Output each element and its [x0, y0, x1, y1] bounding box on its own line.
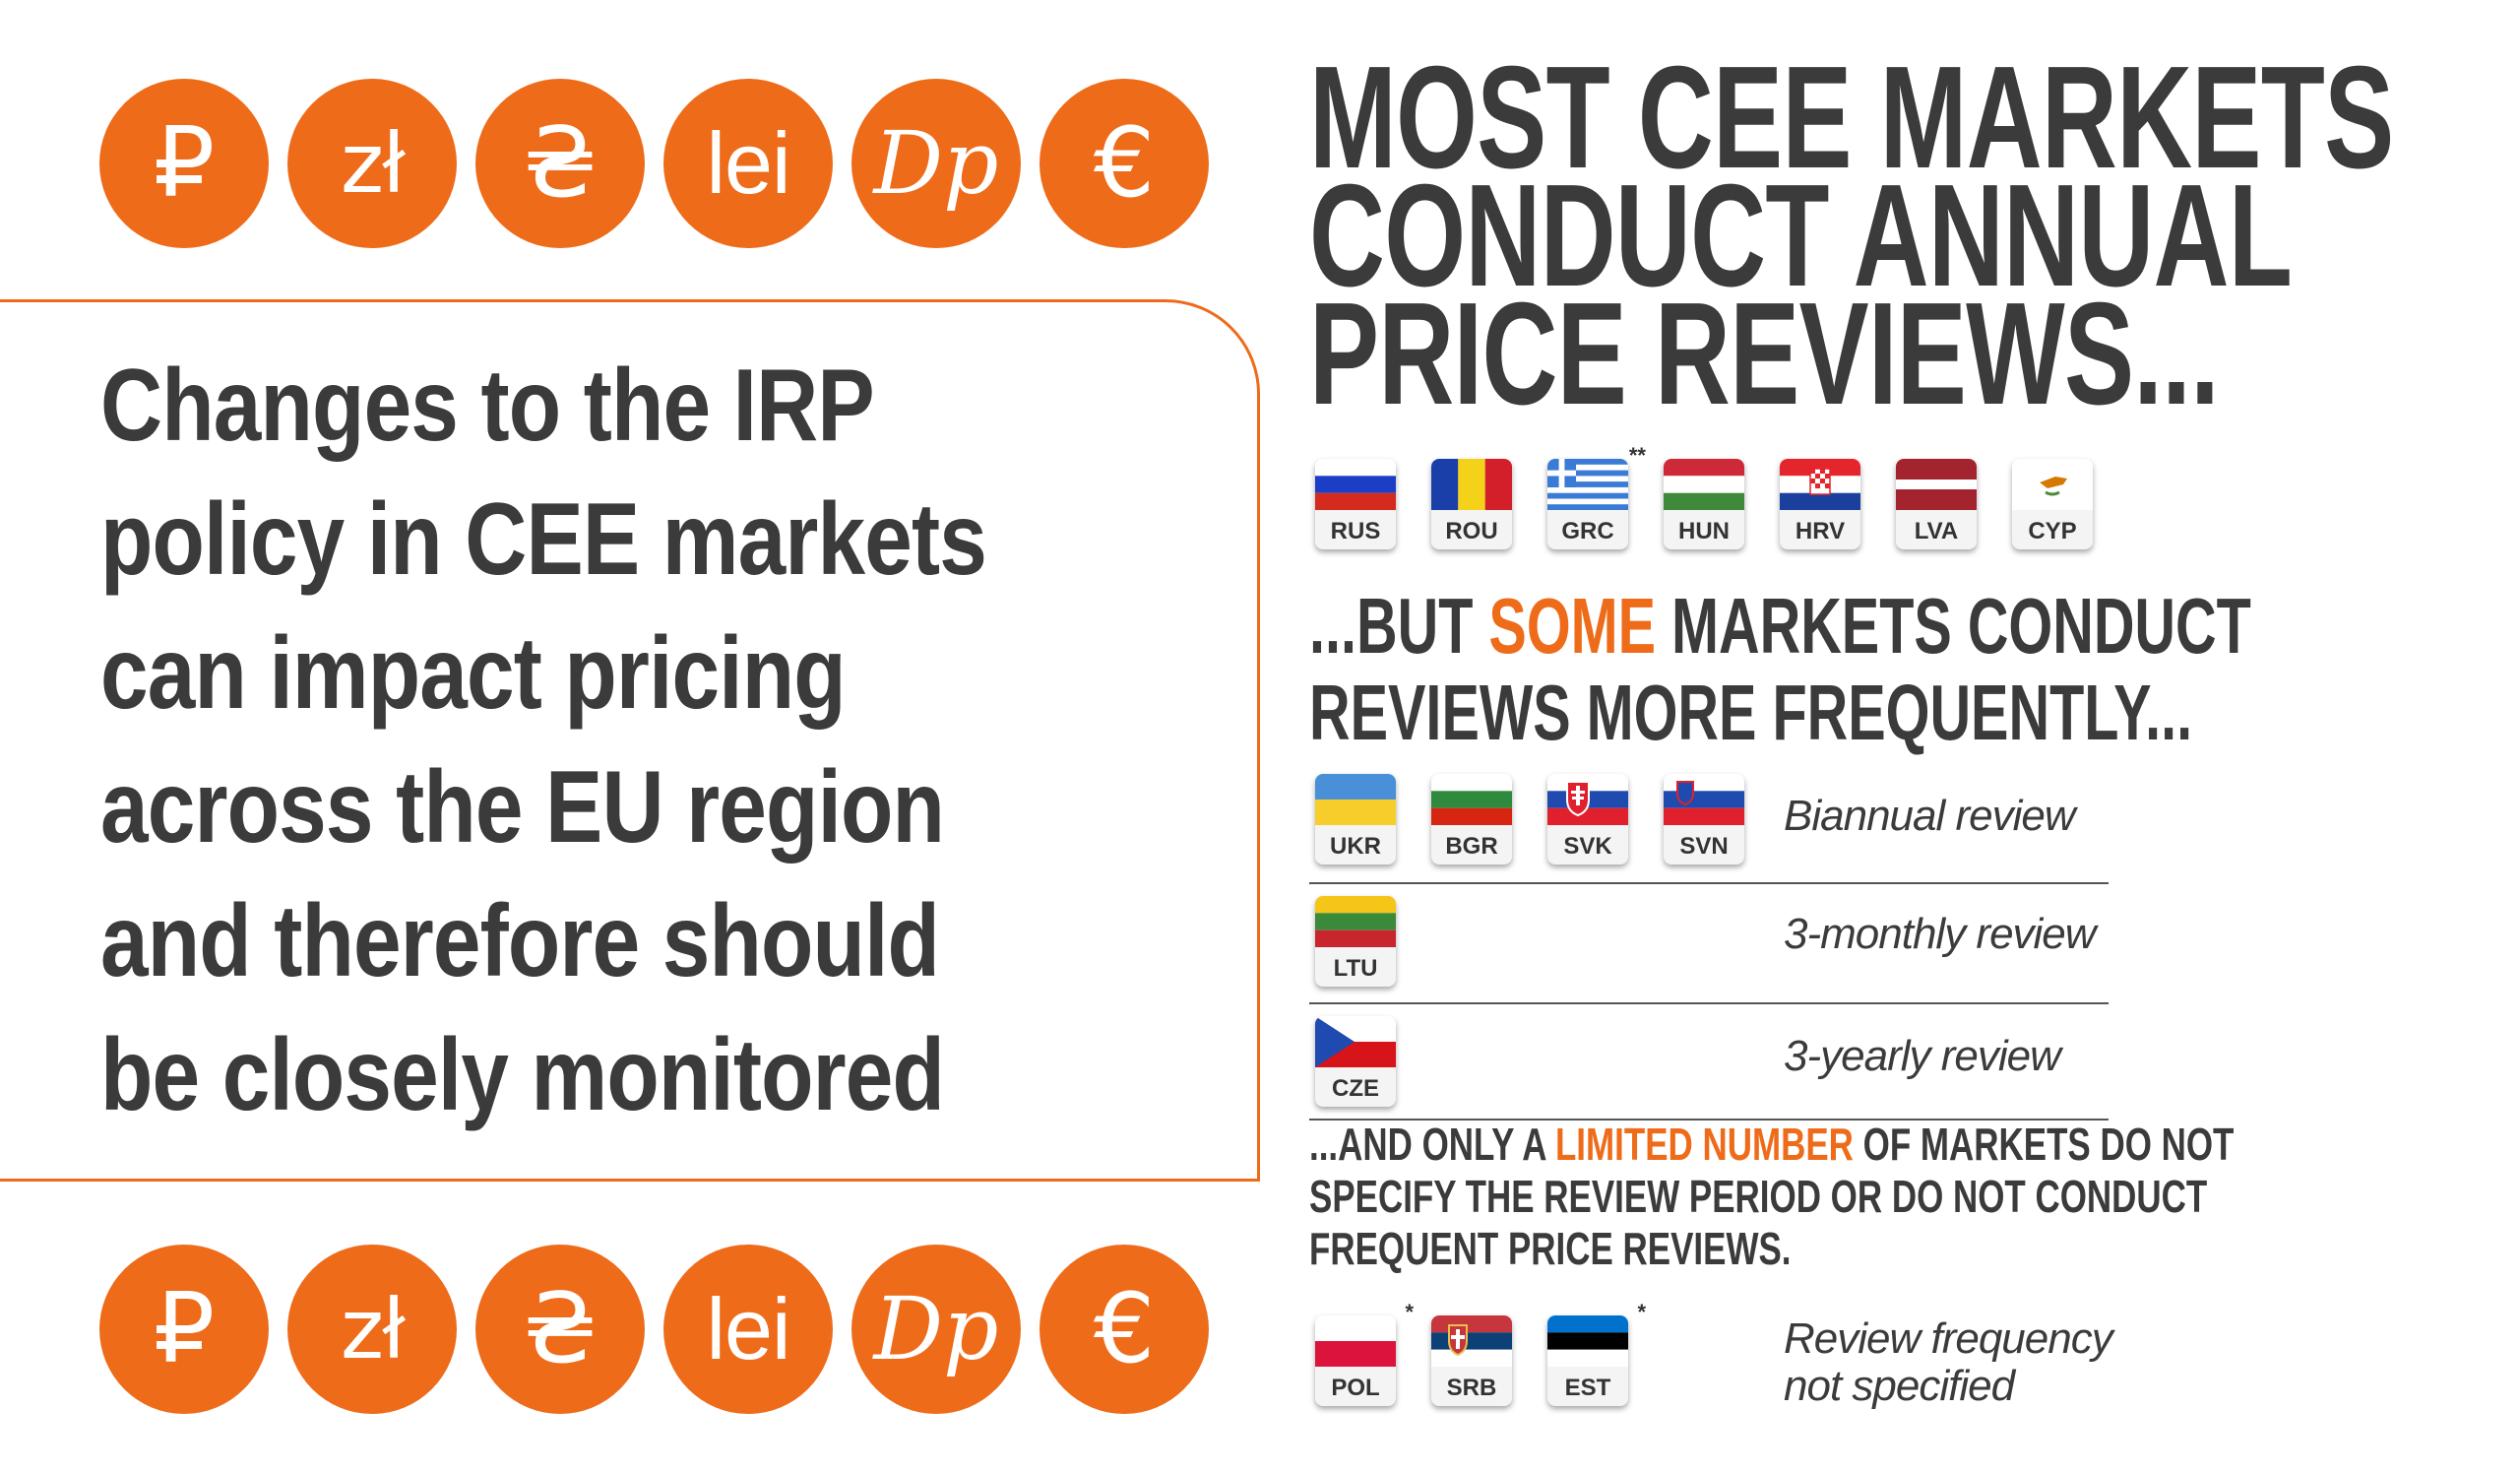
flag-cze: CZE [1315, 1016, 1396, 1107]
flag-code: SVK [1563, 833, 1612, 860]
three-monthly-review-label: 3-monthly review [1784, 910, 2097, 958]
flag-svn: SVN [1664, 774, 1744, 865]
unspecified-flags: POL * SRB EST * [1315, 1300, 1664, 1406]
flag-srb: SRB [1431, 1315, 1512, 1406]
flag-ukr: UKR [1315, 774, 1396, 865]
headline-line-3: PRICE REVIEWS... [1309, 273, 2220, 435]
three-yearly-review-label: 3-yearly review [1784, 1032, 2061, 1080]
left-message: Changes to the IRP policy in CEE markets… [100, 349, 987, 1132]
flag-code: SVN [1679, 833, 1729, 860]
flag-code: UKR [1330, 833, 1381, 860]
currency-row-bottom: ₽ zł ₴ lei Dp € [99, 1245, 1209, 1414]
subheading1-highlight: SOME [1488, 582, 1657, 670]
subheading1-line2: REVIEWS MORE FREQUENTLY... [1309, 669, 2193, 756]
flag-rus: RUS [1315, 459, 1396, 549]
flag-code: LVA [1914, 518, 1959, 544]
headline: MOST CEE MARKETS CONDUCT ANNUAL PRICE RE… [1309, 36, 2394, 435]
flag-grc: GRC ** [1547, 443, 1646, 549]
subheading1-pre: ...BUT [1309, 582, 1489, 670]
divider [1309, 882, 2109, 884]
leu-icon: lei [663, 79, 833, 248]
flag-svk: SVK [1547, 774, 1628, 865]
currency-row-top: ₽ zł ₴ lei Dp € [99, 79, 1209, 248]
flag-lva: LVA [1896, 459, 1977, 549]
subheading2-line2: SPECIFY THE REVIEW PERIOD OR DO NOT COND… [1309, 1171, 2208, 1222]
hryvnia-icon: ₴ [475, 79, 645, 248]
flag-code: HRV [1795, 518, 1846, 544]
flag-hrv: HRV [1780, 459, 1860, 549]
unspecified-review-label: Review frequency not specified [1784, 1314, 2113, 1410]
flag-ltu: LTU [1315, 896, 1396, 987]
euro-icon: € [1040, 79, 1209, 248]
three-monthly-flags: LTU [1315, 896, 1431, 987]
unspecified-label-line2: not specified [1784, 1362, 2015, 1410]
flag-est: EST * [1547, 1300, 1646, 1406]
ruble-icon: ₽ [99, 1245, 269, 1414]
flag-code: GRC [1561, 518, 1614, 544]
flag-code: POL [1331, 1375, 1380, 1401]
flag-code: SRB [1446, 1375, 1497, 1401]
denar-icon: Dp [851, 79, 1021, 248]
divider [1309, 1119, 2109, 1121]
biannual-review-label: Biannual review [1784, 792, 2076, 840]
flag-code: HUN [1678, 518, 1730, 544]
flag-footnote: ** [1628, 443, 1646, 468]
denar-text: Dp [873, 112, 999, 214]
subheading2-highlight: LIMITED NUMBER [1554, 1119, 1854, 1170]
flag-cyp: CYP [2012, 459, 2093, 549]
denar-text: Dp [873, 1278, 999, 1379]
leu-icon: lei [663, 1245, 833, 1414]
subheading2-line3: FREQUENT PRICE REVIEWS. [1309, 1223, 1792, 1274]
flag-code: CZE [1332, 1075, 1379, 1102]
flag-hun: HUN [1664, 459, 1744, 549]
flag-code: LTU [1333, 955, 1378, 982]
flag-bgr: BGR [1431, 774, 1512, 865]
subheading1-post: MARKETS CONDUCT [1656, 582, 2251, 670]
ruble-icon: ₽ [99, 79, 269, 248]
flag-rou: ROU [1431, 459, 1512, 549]
three-yearly-flags: CZE [1315, 1016, 1431, 1107]
annual-flags: RUS ROU GRC ** HUN HRV LVA CYP [1315, 443, 2128, 549]
flag-code: RUS [1330, 518, 1381, 544]
subheading-limited-markets: ...AND ONLY A LIMITED NUMBER OF MARKETS … [1309, 1119, 2234, 1275]
zloty-icon: zł [287, 1245, 457, 1414]
headline-line-1: MOST CEE MARKETS [1309, 36, 2394, 199]
euro-icon: € [1040, 1245, 1209, 1414]
subheading-some-markets: ...BUT SOME MARKETS CONDUCT REVIEWS MORE… [1309, 583, 2251, 756]
zloty-icon: zł [287, 79, 457, 248]
divider [1309, 1002, 2109, 1004]
subheading2-post: OF MARKETS DO NOT [1853, 1119, 2235, 1170]
hryvnia-icon: ₴ [475, 1245, 645, 1414]
flag-pol: POL * [1315, 1300, 1414, 1406]
flag-code: EST [1564, 1375, 1611, 1401]
flag-code: BGR [1445, 833, 1498, 860]
denar-icon: Dp [851, 1245, 1021, 1414]
headline-line-2: CONDUCT ANNUAL [1309, 155, 2293, 317]
subheading2-pre: ...AND ONLY A [1309, 1119, 1555, 1170]
flag-code: CYP [2028, 518, 2077, 544]
message-frame [0, 299, 1260, 1182]
flag-footnote: * [1637, 1300, 1646, 1324]
flag-footnote: * [1405, 1300, 1414, 1324]
flag-code: ROU [1445, 518, 1498, 544]
unspecified-label-line1: Review frequency [1784, 1314, 2113, 1363]
biannual-flags: UKR BGR SVK SVN [1315, 774, 1780, 865]
